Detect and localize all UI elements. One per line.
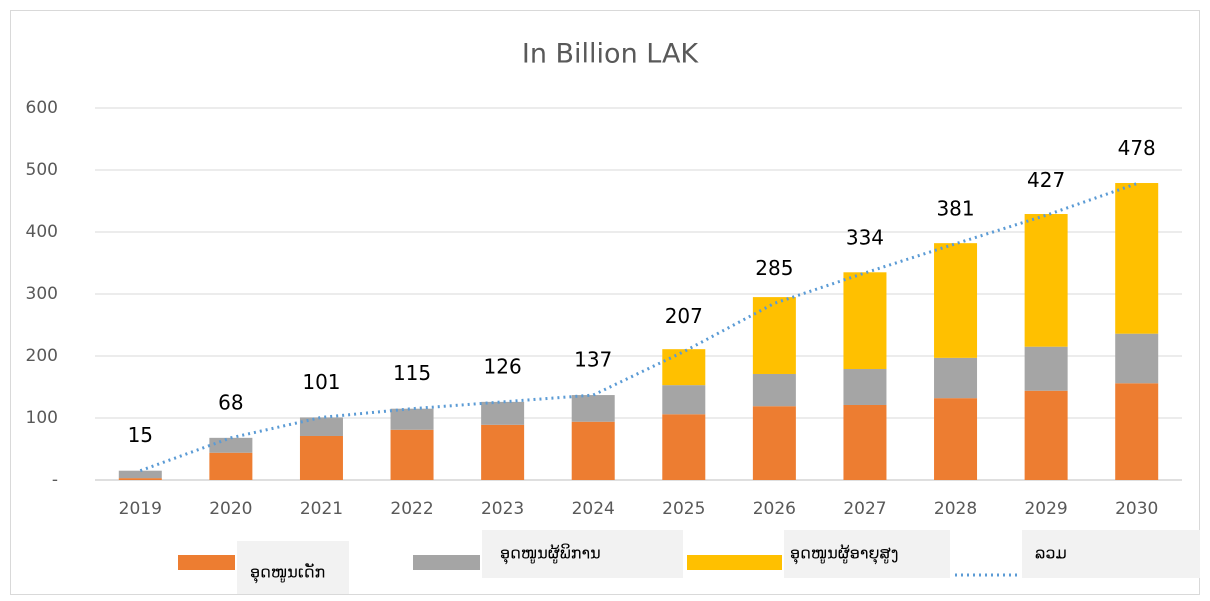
bar-segment: [118, 470, 162, 479]
bar-segment: [118, 478, 162, 480]
bar-segment: [843, 369, 887, 405]
legend-label: ອຸດໜູນຜູ້ພິການ: [500, 544, 601, 565]
legend-label-box: [1022, 530, 1200, 578]
bar-segment: [662, 349, 706, 386]
y-tick-label: 200: [26, 346, 58, 366]
bar-segment: [934, 398, 978, 480]
bar-segment: [843, 272, 887, 370]
legend-label-box: [237, 541, 349, 594]
data-label: 68: [218, 390, 243, 414]
bar-segment: [843, 404, 887, 480]
bar-segment: [390, 408, 434, 430]
x-tick-label: 2019: [119, 499, 162, 519]
y-tick-label: 500: [26, 160, 58, 180]
chart-title: In Billion LAK: [522, 39, 700, 70]
x-tick-label: 2024: [572, 499, 615, 519]
x-tick-label: 2026: [753, 499, 796, 519]
bar-segment: [1115, 183, 1159, 334]
bar-segment: [752, 297, 796, 374]
data-label: 334: [846, 225, 884, 249]
legend-swatch: [413, 555, 480, 570]
bar-segment: [390, 429, 434, 480]
bar-segment: [481, 424, 525, 480]
x-tick-label: 2021: [300, 499, 343, 519]
bar-segment: [934, 243, 978, 358]
bar-segment: [752, 373, 796, 407]
x-tick-label: 2027: [843, 499, 886, 519]
data-label: 137: [574, 348, 612, 372]
x-tick-label: 2025: [662, 499, 705, 519]
x-tick-label: 2028: [934, 499, 977, 519]
y-tick-label: 100: [26, 408, 58, 428]
legend-label: ອຸດໜູນເດັກ: [250, 563, 325, 584]
bar-segment: [1115, 333, 1159, 384]
bar-segment: [662, 414, 706, 480]
y-tick-label: 300: [26, 284, 58, 304]
bar-segment: [1115, 383, 1159, 480]
legend-label-box: [784, 530, 950, 578]
bar-segment: [662, 385, 706, 415]
legend-label: ອຸດໜູນຜູ້ອາຍຸສູງ: [790, 544, 898, 565]
bar-segment: [481, 401, 525, 425]
bar-segment: [209, 437, 253, 453]
y-tick-label: -: [52, 470, 58, 490]
data-label: 381: [936, 196, 974, 220]
y-tick-label: 600: [26, 98, 58, 118]
legend-label: ລວມ: [1035, 544, 1067, 563]
bar-segment: [1024, 390, 1068, 480]
data-label: 15: [128, 423, 153, 447]
data-label: 115: [393, 361, 431, 385]
bar-segment: [571, 421, 615, 480]
x-tick-label: 2029: [1024, 499, 1067, 519]
x-tick-label: 2020: [209, 499, 252, 519]
legend-label-box: [482, 530, 683, 578]
legend-swatch: [178, 555, 235, 570]
data-label: 478: [1118, 136, 1156, 160]
bar-segment: [934, 357, 978, 399]
bar-segment: [571, 395, 615, 422]
y-tick-label: 400: [26, 222, 58, 242]
bar-segment: [752, 406, 796, 480]
bar-segment: [209, 452, 253, 480]
x-tick-label: 2022: [390, 499, 433, 519]
legend-swatch: [687, 555, 782, 570]
bar-segment: [1024, 214, 1068, 347]
x-tick-label: 2030: [1115, 499, 1158, 519]
x-tick-label: 2023: [481, 499, 524, 519]
bar-segment: [299, 417, 343, 436]
bar-segment: [1024, 346, 1068, 391]
data-label: 427: [1027, 168, 1065, 192]
total-line: [139, 182, 1138, 473]
data-label: 207: [665, 304, 703, 328]
data-label: 101: [302, 370, 340, 394]
bar-segment: [299, 435, 343, 480]
data-label: 285: [755, 256, 793, 280]
data-label: 126: [484, 354, 522, 378]
